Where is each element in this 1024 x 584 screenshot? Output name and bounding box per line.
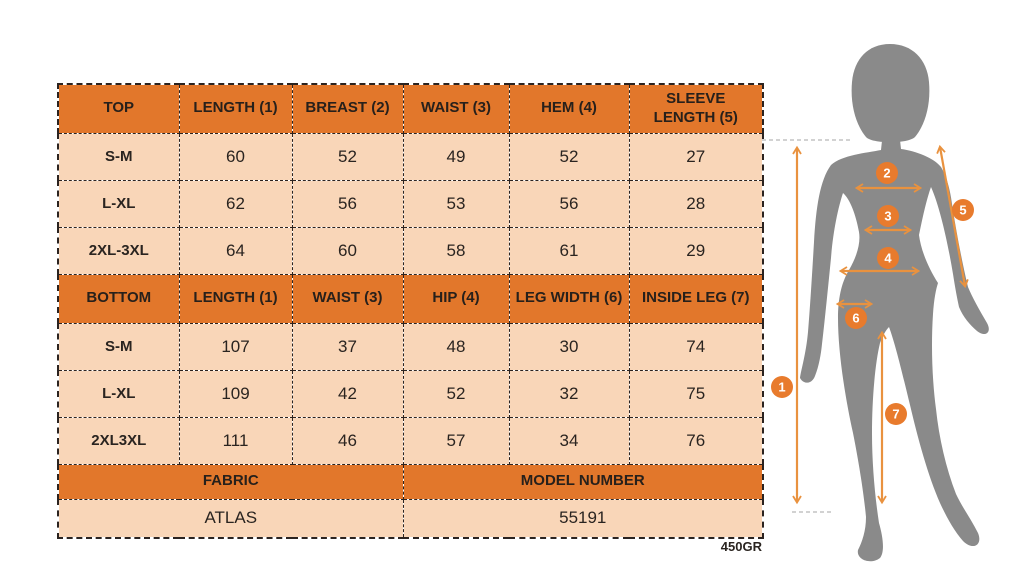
value-cell: 52 (291, 132, 404, 181)
table-row: S-M 107 37 48 30 74 (57, 322, 764, 371)
value-cell: 57 (402, 416, 510, 465)
col-header-waist: WAIST (3) (402, 83, 510, 134)
col-header-inside-leg: INSIDE LEG (7) (628, 273, 764, 324)
value-cell: 60 (291, 226, 404, 275)
measurement-figure: 1 2 3 4 5 6 7 (762, 44, 989, 562)
svg-text:7: 7 (892, 407, 899, 422)
value-cell: 109 (178, 369, 293, 418)
marker-badge-3: 3 (877, 205, 899, 227)
value-cell: 37 (291, 322, 404, 371)
svg-text:1: 1 (778, 380, 785, 395)
fabric-value: ATLAS (57, 498, 404, 539)
svg-text:3: 3 (884, 209, 891, 224)
model-number-value: 55191 (402, 498, 764, 539)
value-cell: 74 (628, 322, 764, 371)
woman-silhouette-body (800, 122, 989, 562)
size-chart-table: TOP LENGTH (1) BREAST (2) WAIST (3) HEM … (57, 83, 764, 539)
svg-text:5: 5 (959, 203, 966, 218)
fabric-header-row: FABRIC MODEL NUMBER (57, 463, 764, 500)
value-cell: 107 (178, 322, 293, 371)
col-header-sleeve-length: SLEEVE LENGTH (5) (628, 83, 764, 134)
size-cell: L-XL (57, 179, 180, 228)
col-header-breast: BREAST (2) (291, 83, 404, 134)
col-header-length: LENGTH (1) (178, 273, 293, 324)
woman-silhouette-hair (851, 44, 930, 143)
measure-arrow-sleeve-5 (936, 144, 969, 289)
value-cell: 76 (628, 416, 764, 465)
value-cell: 29 (628, 226, 764, 275)
value-cell: 75 (628, 369, 764, 418)
size-cell: S-M (57, 132, 180, 181)
fabric-label: FABRIC (57, 463, 404, 500)
col-header-bottom: BOTTOM (57, 273, 180, 324)
marker-badge-5: 5 (952, 199, 974, 221)
size-cell: 2XL-3XL (57, 226, 180, 275)
value-cell: 56 (291, 179, 404, 228)
marker-badge-7: 7 (885, 403, 907, 425)
table-row: 2XL-3XL 64 60 58 61 29 (57, 226, 764, 275)
value-cell: 64 (178, 226, 293, 275)
size-cell: S-M (57, 322, 180, 371)
value-cell: 27 (628, 132, 764, 181)
table-row: S-M 60 52 49 52 27 (57, 132, 764, 181)
value-cell: 49 (402, 132, 510, 181)
col-header-hip: HIP (4) (402, 273, 510, 324)
marker-badge-6: 6 (845, 307, 867, 329)
value-cell: 111 (178, 416, 293, 465)
value-cell: 61 (508, 226, 630, 275)
col-header-length: LENGTH (1) (178, 83, 293, 134)
value-cell: 58 (402, 226, 510, 275)
table-row: L-XL 109 42 52 32 75 (57, 369, 764, 418)
top-header-row: TOP LENGTH (1) BREAST (2) WAIST (3) HEM … (57, 83, 764, 134)
bottom-header-row: BOTTOM LENGTH (1) WAIST (3) HIP (4) LEG … (57, 273, 764, 324)
value-cell: 60 (178, 132, 293, 181)
value-cell: 52 (508, 132, 630, 181)
svg-text:2: 2 (883, 166, 890, 181)
col-header-top: TOP (57, 83, 180, 134)
value-cell: 34 (508, 416, 630, 465)
value-cell: 32 (508, 369, 630, 418)
value-cell: 28 (628, 179, 764, 228)
value-cell: 42 (291, 369, 404, 418)
model-number-label: MODEL NUMBER (402, 463, 764, 500)
table-row: 2XL3XL 111 46 57 34 76 (57, 416, 764, 465)
value-cell: 53 (402, 179, 510, 228)
size-cell: 2XL3XL (57, 416, 180, 465)
value-cell: 48 (402, 322, 510, 371)
value-cell: 30 (508, 322, 630, 371)
value-cell: 62 (178, 179, 293, 228)
svg-text:4: 4 (884, 251, 892, 266)
table-row: L-XL 62 56 53 56 28 (57, 179, 764, 228)
value-cell: 52 (402, 369, 510, 418)
size-cell: L-XL (57, 369, 180, 418)
marker-badge-1: 1 (771, 376, 793, 398)
fabric-value-row: ATLAS 55191 (57, 498, 764, 539)
col-header-hem: HEM (4) (508, 83, 630, 134)
weight-note: 450GR (720, 539, 762, 554)
col-header-waist: WAIST (3) (291, 273, 404, 324)
svg-text:6: 6 (852, 311, 859, 326)
col-header-leg-width: LEG WIDTH (6) (508, 273, 630, 324)
value-cell: 46 (291, 416, 404, 465)
marker-badge-4: 4 (877, 247, 899, 269)
value-cell: 56 (508, 179, 630, 228)
marker-badge-2: 2 (876, 162, 898, 184)
